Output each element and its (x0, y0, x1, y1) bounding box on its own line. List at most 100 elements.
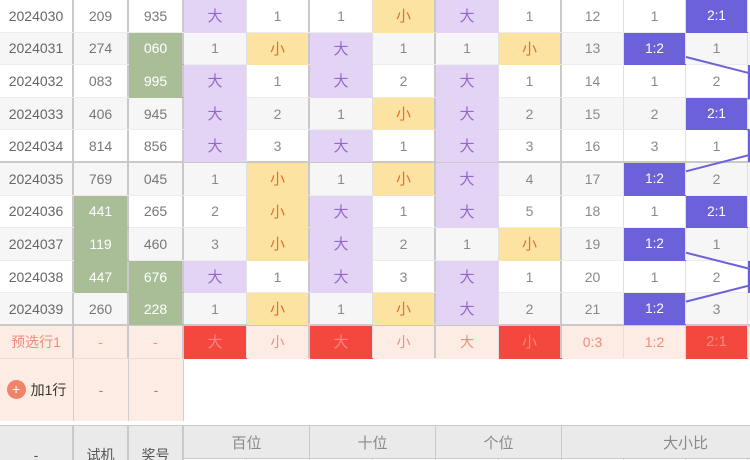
prize-number-cell: 460 (129, 228, 184, 260)
prize-number-cell: 856 (129, 130, 184, 161)
digit-cell: 1 (247, 260, 310, 293)
digit-cell: 1 (184, 293, 247, 324)
prize-number-cell: 060 (129, 32, 184, 65)
digit-cell: 小 (247, 228, 310, 260)
period-cell: 2024033 (0, 97, 74, 130)
digit-cell: 1 (184, 32, 247, 65)
add-row-test-cell: - (74, 358, 129, 421)
test-number-cell: 406 (74, 97, 129, 130)
period-cell: 2024037 (0, 228, 74, 260)
ratio-cell: 2:1 (686, 0, 748, 32)
trend-table: 2024030 209 935 大 1 1 小大 1 12 1 2:1 2024031 274 060 1 小… (0, 0, 750, 425)
digit-cell: 大 (436, 97, 499, 130)
digit-cell: 大 (310, 32, 373, 65)
digit-cell: 2 (499, 293, 562, 324)
ratio-cell: 16 (562, 130, 624, 161)
digit-cell: 1 (310, 162, 373, 195)
preselect-digit-cell[interactable]: 大 (436, 325, 499, 358)
ratio-cell: 1 (686, 130, 748, 161)
digit-cell: 小 (373, 0, 436, 32)
preselect-test-cell: - (74, 325, 129, 358)
ratio-cell: 18 (562, 195, 624, 228)
footer-group-0: 百位 (184, 426, 310, 458)
digit-cell: 大 (436, 0, 499, 32)
digit-cell: 大 (310, 195, 373, 228)
preselect-digit-cell[interactable]: 大 (310, 325, 373, 358)
digit-cell: 3 (373, 260, 436, 293)
table-row: 2024033 406 945 大 2 1 小大 2 15 2 2:1 (0, 97, 750, 131)
digit-cell: 5 (499, 195, 562, 228)
digit-cell: 小 (373, 97, 436, 130)
preselect-ratio-cell[interactable]: 1:2 (624, 325, 686, 358)
digit-cell: 小 (499, 32, 562, 65)
ratio-cell: 3 (686, 293, 748, 324)
test-number-cell: 274 (74, 32, 129, 65)
plus-icon: + (6, 380, 26, 400)
ratio-cell: 19 (562, 228, 624, 260)
preselect-digit-cell[interactable]: 大 (184, 325, 247, 358)
ratio-cell: 1:2 (624, 293, 686, 324)
ratio-cell: 12 (562, 0, 624, 32)
preselect-digit-cell[interactable]: 小 (499, 325, 562, 358)
ratio-cell (748, 260, 750, 293)
prize-number-cell: 228 (129, 293, 184, 324)
prize-number-cell: 945 (129, 97, 184, 130)
test-number-cell: 083 (74, 65, 129, 97)
add-row-label: 加1行 (30, 381, 67, 398)
digit-cell: 小 (247, 195, 310, 228)
prize-number-cell: 676 (129, 260, 184, 293)
digit-cell: 1 (184, 162, 247, 195)
digit-cell: 大 (436, 195, 499, 228)
digit-cell: 2 (184, 195, 247, 228)
ratio-cell: 3 (624, 130, 686, 161)
period-cell: 2024034 (0, 130, 74, 161)
digit-cell: 1 (247, 65, 310, 97)
test-number-cell: 769 (74, 162, 129, 195)
preselect-digit-cell[interactable]: 小 (247, 325, 310, 358)
digit-cell: 大 (436, 130, 499, 161)
test-number-cell: 119 (74, 228, 129, 260)
test-number-cell: 441 (74, 195, 129, 228)
footer-group-3: 大小比 (562, 426, 750, 458)
table-row: 2024031 274 060 1 小大 1 1 小 13 1:2 1 (0, 32, 750, 66)
ratio-cell: 2 (624, 97, 686, 130)
table-row: 2024030 209 935 大 1 1 小大 1 12 1 2:1 (0, 0, 750, 33)
preselect-digit-cell[interactable]: 小 (373, 325, 436, 358)
digit-cell: 大 (310, 65, 373, 97)
digit-cell: 大 (436, 293, 499, 324)
table-row: 2024034 814 856 大 3 大 1 大 3 16 3 1 (0, 130, 750, 163)
ratio-cell: 1:2 (624, 228, 686, 260)
digit-cell: 大 (184, 130, 247, 161)
digit-cell: 小 (373, 293, 436, 324)
digit-cell: 1 (373, 195, 436, 228)
ratio-cell: 13 (562, 32, 624, 65)
preselect-ratio-cell[interactable]: 2:1 (686, 325, 748, 358)
digit-cell: 大 (310, 260, 373, 293)
preselect-ratio-cell[interactable] (748, 325, 750, 358)
digit-cell: 大 (436, 65, 499, 97)
preselect-ratio-cell[interactable]: 0:3 (562, 325, 624, 358)
digit-cell: 大 (184, 260, 247, 293)
table-row: 2024032 083 995 大 1 大 2 大 1 14 1 2 (0, 65, 750, 98)
data-rows: 2024030 209 935 大 1 1 小大 1 12 1 2:1 2024031 274 060 1 小… (0, 0, 750, 326)
ratio-cell: 17 (562, 162, 624, 195)
digit-cell: 3 (247, 130, 310, 161)
digit-cell: 2 (499, 97, 562, 130)
digit-cell: 1 (499, 0, 562, 32)
add-row-button[interactable]: + 加1行 (0, 358, 74, 421)
digit-cell: 1 (310, 97, 373, 130)
digit-cell: 大 (184, 0, 247, 32)
ratio-cell: 2 (686, 162, 748, 195)
digit-cell: 小 (247, 293, 310, 324)
digit-cell: 2 (247, 97, 310, 130)
digit-cell: 大 (310, 228, 373, 260)
ratio-cell: 1 (624, 0, 686, 32)
digit-cell: 2 (373, 65, 436, 97)
digit-cell: 1 (373, 130, 436, 161)
ratio-cell: 14 (562, 65, 624, 97)
ratio-cell: 1 (624, 260, 686, 293)
add-row: + 加1行 - - (0, 358, 750, 425)
digit-cell: 小 (499, 228, 562, 260)
digit-cell: 3 (184, 228, 247, 260)
